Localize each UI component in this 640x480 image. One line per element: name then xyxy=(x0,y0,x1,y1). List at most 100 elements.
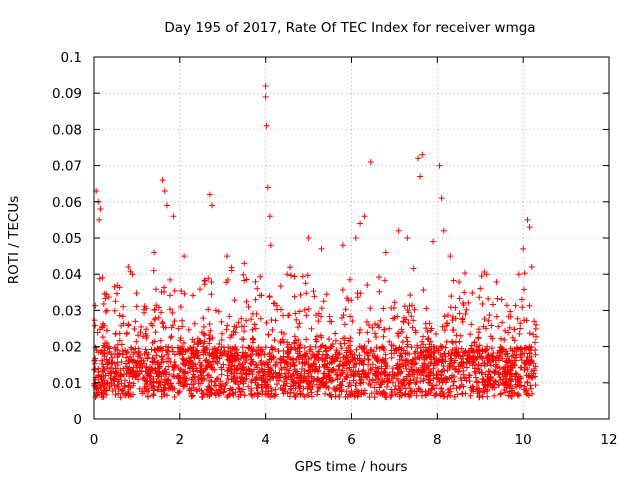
data-point xyxy=(458,359,465,366)
data-point xyxy=(316,348,323,355)
data-point xyxy=(365,338,372,345)
data-point xyxy=(324,360,331,367)
data-point xyxy=(381,371,388,378)
data-point xyxy=(455,368,462,375)
data-point xyxy=(467,352,474,359)
data-point xyxy=(503,302,510,309)
data-point xyxy=(433,330,440,337)
data-point xyxy=(507,376,514,383)
data-point xyxy=(524,378,531,385)
data-point xyxy=(517,382,524,389)
data-point xyxy=(533,333,540,340)
data-point xyxy=(512,370,519,377)
data-point xyxy=(268,316,275,323)
data-point xyxy=(305,235,312,241)
data-point xyxy=(407,292,414,299)
data-point xyxy=(297,379,304,386)
data-point xyxy=(356,360,363,367)
data-point xyxy=(124,388,131,395)
data-point xyxy=(312,366,319,373)
data-point xyxy=(285,370,292,377)
data-point xyxy=(200,323,207,330)
data-point xyxy=(348,388,355,395)
data-point xyxy=(177,345,184,352)
data-point xyxy=(228,264,235,271)
data-point xyxy=(334,355,341,362)
data-point xyxy=(525,392,532,399)
data-point xyxy=(515,271,522,278)
data-point xyxy=(401,314,408,321)
data-point xyxy=(511,326,518,333)
data-point xyxy=(382,249,389,256)
data-point xyxy=(342,393,349,400)
data-point xyxy=(502,327,509,334)
data-point xyxy=(400,347,407,354)
data-point xyxy=(517,325,524,332)
data-point xyxy=(347,392,354,399)
data-point xyxy=(483,347,490,354)
data-point xyxy=(336,350,343,357)
data-point xyxy=(198,372,205,379)
data-point xyxy=(323,347,330,354)
data-point xyxy=(228,366,235,373)
data-point xyxy=(278,329,285,336)
data-point xyxy=(483,271,490,278)
data-point xyxy=(259,368,266,375)
data-point xyxy=(386,325,393,332)
data-point xyxy=(379,390,386,397)
data-point xyxy=(111,376,118,383)
data-point xyxy=(117,394,124,401)
data-point xyxy=(356,329,363,336)
data-point xyxy=(449,326,456,333)
data-point xyxy=(405,320,412,327)
data-point xyxy=(135,332,142,339)
data-point xyxy=(92,394,99,401)
data-point xyxy=(417,378,424,385)
data-point xyxy=(120,365,127,372)
data-point xyxy=(469,290,476,297)
data-point xyxy=(143,377,150,384)
data-point xyxy=(97,326,103,333)
data-point xyxy=(279,387,286,394)
data-point xyxy=(319,342,326,349)
data-point xyxy=(401,381,408,388)
data-point xyxy=(163,202,170,209)
data-point xyxy=(513,345,520,352)
data-point xyxy=(281,378,288,385)
data-point xyxy=(448,338,455,345)
data-point xyxy=(151,306,158,313)
data-point xyxy=(446,375,453,382)
data-point xyxy=(238,323,245,330)
data-point xyxy=(112,346,119,353)
data-point xyxy=(158,388,165,395)
data-point xyxy=(482,383,489,390)
data-point xyxy=(145,351,152,358)
data-point xyxy=(415,155,422,162)
data-point xyxy=(249,371,256,378)
data-point xyxy=(424,328,431,335)
data-point xyxy=(388,386,395,393)
data-point xyxy=(264,184,271,191)
data-point xyxy=(257,315,264,322)
data-point xyxy=(465,299,472,306)
data-point xyxy=(150,379,157,386)
data-point xyxy=(133,303,140,310)
data-point xyxy=(206,377,213,384)
data-point xyxy=(336,362,343,369)
data-point xyxy=(494,295,501,302)
data-point xyxy=(319,351,326,358)
data-point xyxy=(183,375,190,382)
data-point xyxy=(212,307,219,314)
data-point xyxy=(235,319,242,326)
data-point xyxy=(328,318,335,325)
data-point xyxy=(528,263,535,270)
data-point xyxy=(456,384,463,391)
data-point xyxy=(439,388,446,395)
data-point xyxy=(207,361,214,368)
data-point xyxy=(227,385,234,392)
data-point xyxy=(190,292,197,299)
data-point xyxy=(319,380,326,387)
data-point xyxy=(449,339,456,346)
data-point xyxy=(213,358,220,365)
data-point xyxy=(127,393,134,400)
